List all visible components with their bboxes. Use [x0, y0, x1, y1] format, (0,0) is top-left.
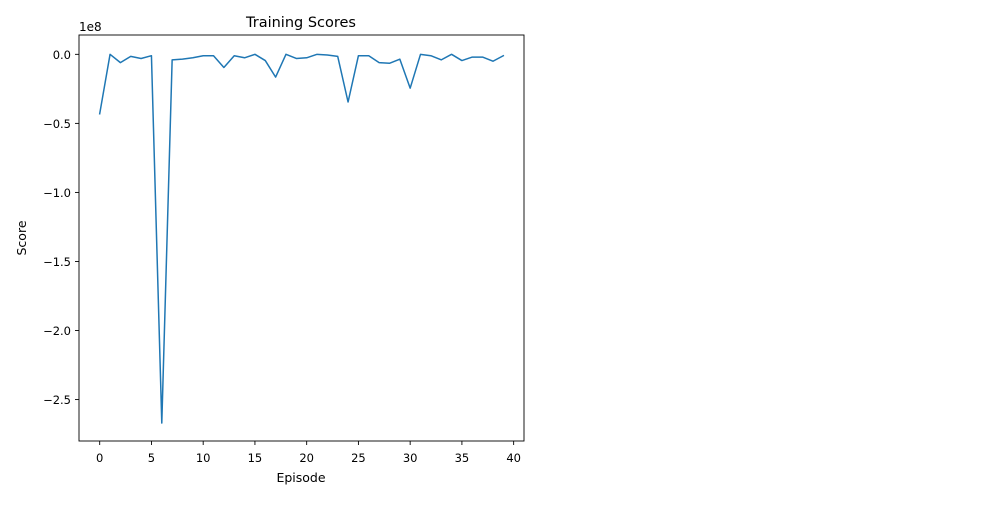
y-offset-label: 1e8	[79, 20, 102, 34]
y-tick-label: −1.0	[43, 186, 71, 200]
x-tick-label: 40	[506, 451, 521, 465]
x-tick-label: 0	[96, 451, 103, 465]
chart-title: Training Scores	[245, 15, 356, 31]
x-axis-label: Episode	[276, 470, 325, 485]
x-tick-label: 25	[351, 451, 366, 465]
plot-marks	[98, 53, 505, 424]
y-tick-label: −0.5	[43, 117, 71, 131]
x-tick-label: 35	[455, 451, 470, 465]
plot-frame	[78, 34, 525, 442]
y-tick-label: −1.5	[43, 255, 71, 269]
x-tick-label: 30	[403, 451, 418, 465]
y-tick-label: 0.0	[53, 48, 71, 62]
x-tick-label: 5	[148, 451, 155, 465]
y-tick-label: −2.0	[43, 324, 71, 338]
x-tick-label: 20	[299, 451, 314, 465]
y-tick-label: −2.5	[43, 393, 71, 407]
y-axis-label: Score	[14, 220, 29, 255]
x-tick-label: 10	[196, 451, 211, 465]
axes-layer: 0 5 10 15 20 25 30 35 40 0.0 −0.5 −1.0 −1.5 −2.0 −2.5	[43, 34, 525, 465]
series-line	[98, 53, 505, 424]
x-tick-label: 15	[248, 451, 263, 465]
